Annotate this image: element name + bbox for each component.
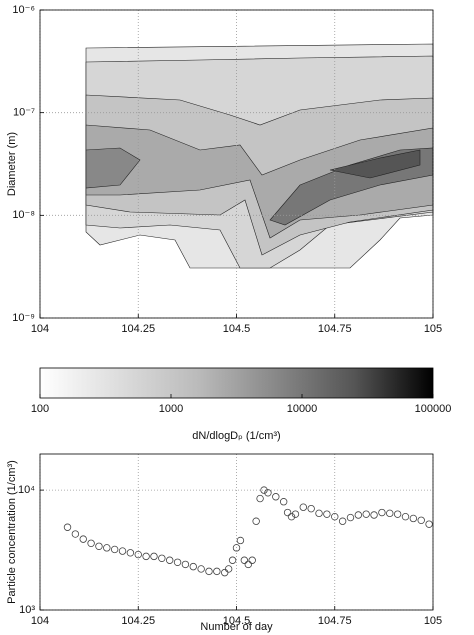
data-point — [71, 530, 80, 538]
data-point — [299, 503, 308, 511]
data-point — [409, 514, 418, 523]
y-axis-label: Diameter (m) — [6, 132, 18, 196]
data-point — [338, 517, 347, 525]
y-tick-label: 10⁻⁹ — [12, 312, 35, 324]
x-tick-label: 104.75 — [318, 323, 352, 335]
data-point — [228, 556, 237, 564]
x-tick-label: 10000 — [287, 403, 318, 415]
data-point — [236, 536, 245, 545]
data-point — [165, 556, 174, 564]
data-point — [221, 568, 229, 577]
y-tick-label: 10⁻⁸ — [12, 209, 35, 221]
contour-field — [85, 43, 434, 269]
data-point — [315, 509, 323, 518]
data-point — [417, 516, 425, 524]
x-tick-label: 100000 — [415, 403, 452, 415]
data-point — [323, 510, 331, 518]
data-point — [362, 510, 370, 518]
x-tick-label: 104 — [31, 323, 49, 335]
data-point — [173, 558, 182, 566]
x-axis-label: Number of day — [200, 621, 273, 633]
colorbar — [39, 367, 434, 399]
data-point — [283, 508, 292, 517]
data-point — [331, 512, 339, 521]
x-tick-label: 104.5 — [223, 615, 251, 627]
data-point — [205, 567, 213, 576]
data-point — [181, 560, 190, 569]
y-axis-label: Particle concentration (1/cm³) — [6, 460, 18, 604]
data-point — [393, 510, 402, 518]
data-point — [213, 567, 221, 576]
data-point — [79, 535, 87, 543]
data-point — [142, 552, 150, 561]
data-point — [244, 560, 252, 569]
x-tick-label: 105 — [424, 323, 442, 335]
data-point — [189, 562, 197, 571]
x-tick-label: 105 — [424, 615, 442, 627]
data-point — [63, 523, 72, 531]
y-tick-label: 10⁻⁷ — [13, 107, 35, 119]
data-point — [134, 550, 142, 559]
data-point — [272, 493, 280, 501]
data-point — [252, 517, 260, 525]
data-point — [260, 486, 268, 494]
x-tick-label: 104.5 — [223, 323, 251, 335]
x-tick-label: 104.75 — [318, 615, 352, 627]
data-point — [370, 511, 378, 519]
data-point — [279, 498, 288, 506]
x-tick-label: 104.25 — [121, 323, 155, 335]
data-point — [264, 489, 272, 497]
data-point — [425, 520, 433, 528]
y-tick-label: 10⁻⁶ — [12, 4, 35, 16]
data-point — [103, 544, 111, 552]
data-point — [378, 508, 386, 517]
data-point — [87, 539, 95, 547]
data-point — [158, 554, 166, 562]
data-point — [291, 510, 300, 518]
data-point — [386, 509, 394, 518]
data-point — [346, 513, 355, 522]
data-point — [95, 542, 103, 550]
data-point — [248, 556, 256, 564]
data-point — [240, 556, 249, 564]
data-point — [224, 565, 233, 573]
y-tick-label: 10⁴ — [18, 484, 35, 496]
data-point — [197, 565, 205, 573]
x-tick-label: 100 — [31, 403, 49, 415]
x-tick-label: 104.25 — [121, 615, 155, 627]
data-point — [232, 544, 241, 552]
data-point — [126, 549, 135, 557]
data-point — [256, 494, 264, 503]
data-point — [110, 545, 119, 554]
data-point — [401, 512, 410, 521]
y-tick-label: 10³ — [19, 604, 35, 616]
axes-frame — [39, 453, 434, 611]
data-point — [150, 552, 158, 561]
x-tick-label: 1000 — [159, 403, 183, 415]
x-tick-label: 104 — [31, 615, 49, 627]
data-point — [287, 512, 296, 521]
x-axis-label: dN/dlogDₚ (1/cm³) — [192, 430, 280, 442]
data-point — [118, 547, 127, 555]
data-point — [307, 504, 315, 513]
data-point — [354, 511, 363, 519]
axes-frame — [39, 9, 434, 319]
